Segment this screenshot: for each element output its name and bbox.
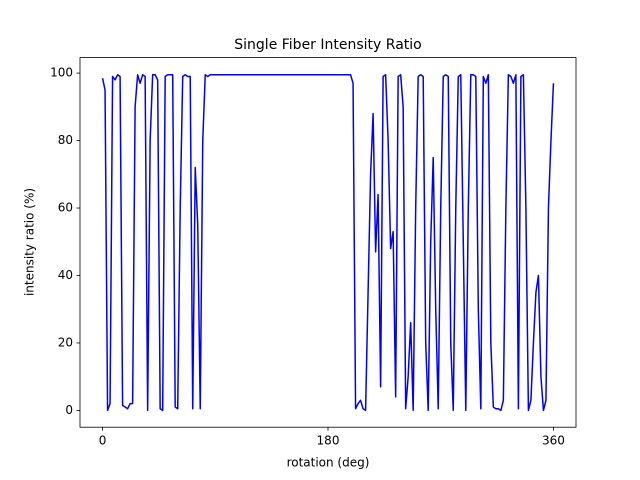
- y-tick-label: 40: [58, 268, 73, 282]
- x-tick-label: 180: [317, 434, 340, 448]
- y-tick-label: 80: [58, 133, 73, 147]
- data-line: [101, 74, 555, 412]
- y-tick-label: 60: [58, 201, 73, 215]
- y-tick-label: 20: [58, 335, 73, 349]
- x-tick-label: 360: [542, 434, 565, 448]
- y-tick-label: 0: [65, 403, 73, 417]
- x-axis-label: rotation (deg): [287, 456, 370, 470]
- y-axis-label: intensity ratio (%): [23, 188, 37, 296]
- x-tick-label: 0: [99, 434, 107, 448]
- axes-frame: [79, 57, 577, 428]
- y-tick-label: 100: [50, 66, 73, 80]
- chart-title: Single Fiber Intensity Ratio: [234, 37, 421, 53]
